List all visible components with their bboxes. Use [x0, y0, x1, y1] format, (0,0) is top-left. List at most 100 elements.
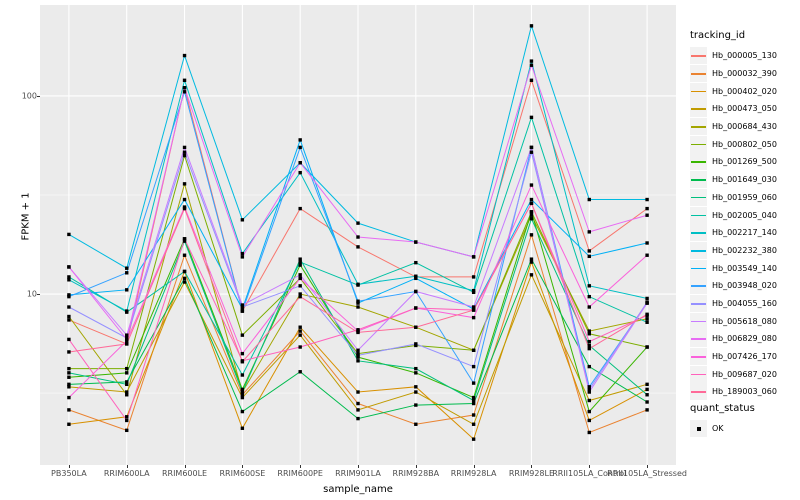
- data-point: [645, 320, 649, 324]
- legend-title-quant: quant_status: [690, 403, 755, 414]
- data-point: [240, 307, 245, 311]
- data-point: [182, 206, 187, 211]
- data-point: [587, 305, 591, 309]
- x-tick-mark: [358, 465, 359, 468]
- legend-entry-Hb_006829_080: Hb_006829_080: [690, 330, 800, 348]
- data-point: [356, 299, 360, 303]
- data-point: [529, 273, 534, 277]
- legend-key-line-icon: [690, 118, 707, 136]
- data-point: [471, 348, 476, 352]
- data-point: [356, 359, 360, 363]
- data-point: [125, 333, 129, 337]
- data-point: [587, 343, 591, 348]
- x-tick-mark: [242, 465, 244, 468]
- data-point: [645, 296, 649, 301]
- data-point: [356, 348, 360, 352]
- data-point: [182, 78, 187, 82]
- data-point: [471, 398, 476, 403]
- legend-key-line-icon: [690, 312, 707, 330]
- data-point: [645, 213, 649, 217]
- data-point: [414, 306, 418, 310]
- data-point: [298, 333, 302, 337]
- data-point: [182, 86, 187, 90]
- data-point: [587, 249, 591, 253]
- x-tick-label: RRIM928LE: [508, 469, 555, 478]
- data-point: [125, 380, 129, 384]
- data-point: [240, 387, 245, 392]
- data-point: [645, 206, 649, 211]
- data-point: [240, 409, 245, 414]
- legend-entry-label: Hb_007426_170: [712, 352, 777, 362]
- y-tick-mark: [37, 294, 40, 296]
- data-point: [240, 395, 245, 400]
- data-point: [125, 390, 129, 394]
- data-point: [67, 385, 71, 389]
- legend-tracking-id: tracking_id Hb_000005_130 Hb_000032_390 Hb…: [690, 30, 800, 401]
- data-point: [67, 305, 71, 309]
- data-point: [240, 303, 245, 307]
- legend-key-line-icon: [690, 47, 707, 65]
- data-point: [529, 257, 534, 261]
- data-point: [67, 366, 71, 371]
- legend-entry-label: Hb_003948_020: [712, 281, 777, 291]
- x-tick-mark: [647, 465, 649, 468]
- data-point: [356, 401, 360, 406]
- legend-entry-Hb_001269_500: Hb_001269_500: [690, 153, 800, 171]
- legend-entry-label: Hb_000005_130: [712, 51, 777, 61]
- ok-square-icon: [690, 420, 707, 438]
- legend-entry-Hb_009687_020: Hb_009687_020: [690, 365, 800, 383]
- data-point: [298, 345, 302, 349]
- data-point: [298, 329, 302, 333]
- x-tick-label: RRII105LA_Stressed: [607, 469, 687, 478]
- data-point: [67, 278, 71, 282]
- data-point: [125, 393, 129, 397]
- data-point: [240, 373, 245, 377]
- data-point: [125, 415, 129, 419]
- data-point: [529, 145, 534, 150]
- legend-entry-label: Hb_001269_500: [712, 157, 777, 167]
- data-point: [182, 237, 187, 241]
- data-point: [240, 360, 245, 364]
- y-axis-title: FPKM + 1: [20, 192, 32, 241]
- data-point: [414, 366, 418, 371]
- data-point: [298, 263, 302, 267]
- data-point: [587, 418, 591, 423]
- x-tick-label: RRIM600PE: [277, 469, 323, 478]
- data-point: [182, 197, 187, 202]
- data-point: [298, 170, 302, 175]
- legend-entry-label: Hb_000402_020: [712, 86, 777, 96]
- data-point: [529, 150, 534, 154]
- legend-entry-label: Hb_009687_020: [712, 369, 777, 379]
- data-point: [414, 289, 418, 294]
- data-point: [587, 197, 591, 202]
- data-point: [298, 257, 302, 261]
- legend-entry-label: Hb_002232_380: [712, 245, 777, 255]
- x-tick-mark: [415, 465, 417, 468]
- data-point: [471, 305, 476, 309]
- x-axis-title: sample_name: [323, 484, 393, 495]
- data-point: [471, 275, 476, 279]
- data-point: [67, 408, 71, 412]
- x-tick-mark: [300, 465, 302, 468]
- data-point: [182, 280, 187, 284]
- data-point: [356, 282, 360, 286]
- data-point: [587, 390, 591, 394]
- data-point: [356, 416, 360, 421]
- legend-key-line-icon: [690, 135, 707, 153]
- x-tick-label: RRII105LA_Control: [552, 469, 627, 478]
- data-point: [125, 366, 129, 371]
- data-point: [240, 218, 245, 222]
- data-point: [414, 276, 418, 281]
- legend-key-line-icon: [690, 65, 707, 83]
- legend-entry-label: Hb_000032_390: [712, 69, 777, 79]
- data-point: [587, 398, 591, 403]
- legend-entry-label: Hb_003549_140: [712, 263, 777, 273]
- data-point: [298, 260, 302, 264]
- data-point: [587, 254, 591, 259]
- data-point: [67, 422, 71, 426]
- x-tick-label: RRIM600LA: [103, 469, 150, 478]
- data-point: [471, 364, 476, 369]
- data-point: [587, 346, 591, 351]
- data-point: [125, 271, 129, 275]
- legend-entry-label: Hb_000684_430: [712, 122, 777, 132]
